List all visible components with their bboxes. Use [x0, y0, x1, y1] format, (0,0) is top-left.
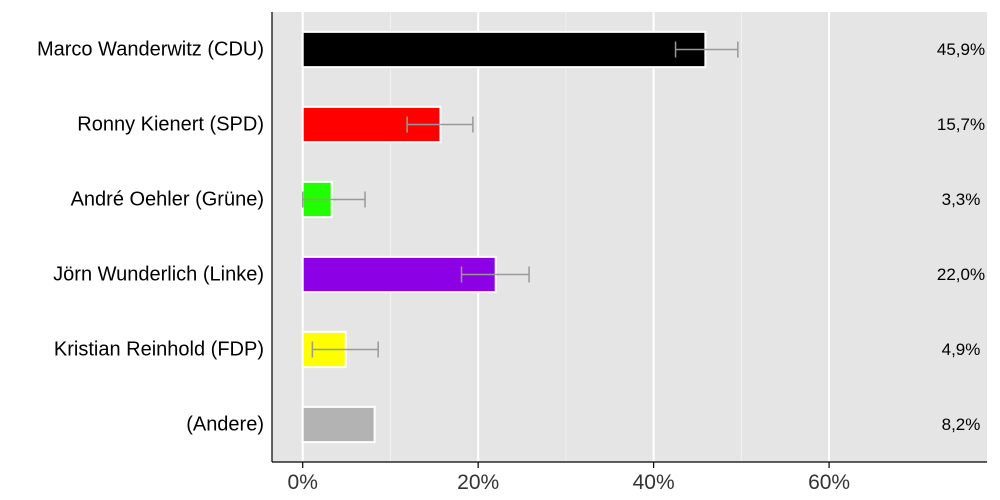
value-label: 3,3%	[942, 190, 981, 209]
value-labels: 45,9% 15,7% 3,3% 22,0% 4,9% 8,2%	[937, 40, 985, 434]
x-tick-label: 60%	[808, 471, 850, 494]
error-bars	[301, 41, 739, 358]
value-label: 22,0%	[937, 265, 985, 284]
x-tick-label: 20%	[457, 471, 499, 494]
value-label: 8,2%	[942, 415, 981, 434]
category-label: Kristian Reinhold (FDP)	[54, 339, 264, 361]
category-label: Jörn Wunderlich (Linke)	[53, 264, 264, 286]
category-label: Ronny Kienert (SPD)	[77, 114, 264, 136]
bar	[301, 405, 376, 444]
plot-panel	[272, 12, 987, 462]
value-label: 4,9%	[942, 340, 981, 359]
gridlines	[301, 12, 831, 462]
bar	[301, 30, 707, 69]
category-label: André Oehler (Grüne)	[71, 189, 264, 211]
x-axis-ticks: 0% 20% 40% 60%	[288, 462, 850, 494]
category-label: (Andere)	[186, 414, 264, 436]
x-tick-label: 40%	[633, 471, 675, 494]
value-label: 15,7%	[937, 115, 985, 134]
category-label: Marco Wanderwitz (CDU)	[37, 39, 264, 61]
category-labels: Marco Wanderwitz (CDU) Ronny Kienert (SPD…	[37, 39, 264, 436]
bar	[301, 255, 497, 294]
value-label: 45,9%	[937, 40, 985, 59]
x-tick-label: 0%	[288, 471, 318, 494]
